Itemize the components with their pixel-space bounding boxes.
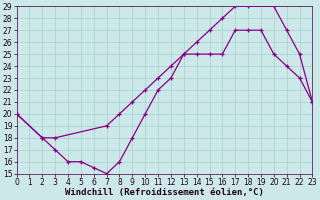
X-axis label: Windchill (Refroidissement éolien,°C): Windchill (Refroidissement éolien,°C) — [65, 188, 264, 197]
